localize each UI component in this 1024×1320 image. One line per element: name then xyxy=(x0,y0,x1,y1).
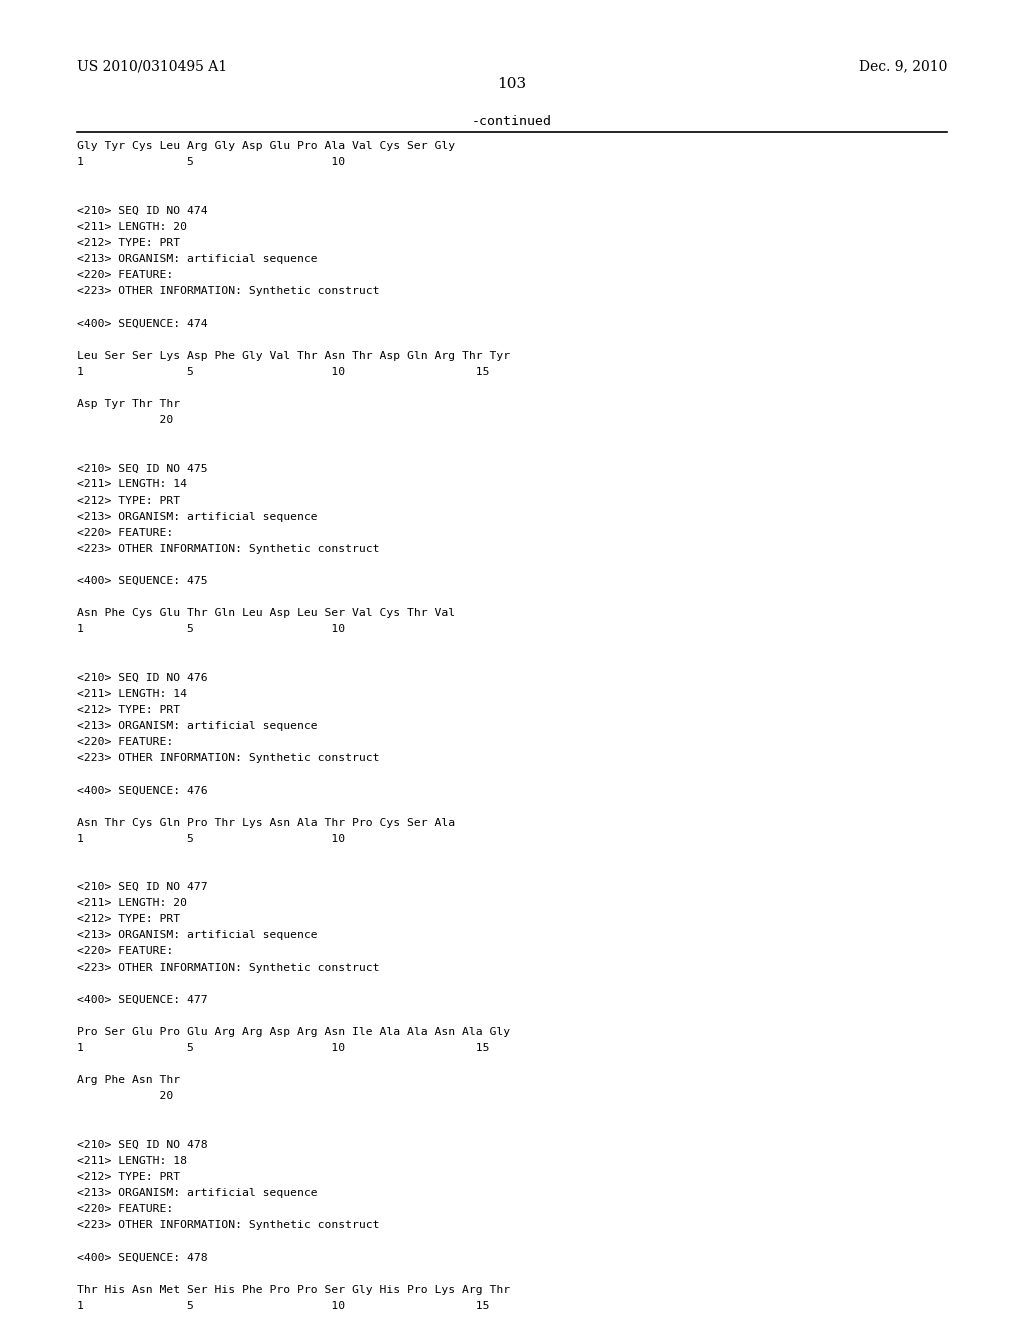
Text: <213> ORGANISM: artificial sequence: <213> ORGANISM: artificial sequence xyxy=(77,931,317,940)
Text: Leu Ser Ser Lys Asp Phe Gly Val Thr Asn Thr Asp Gln Arg Thr Tyr: Leu Ser Ser Lys Asp Phe Gly Val Thr Asn … xyxy=(77,351,510,360)
Text: <212> TYPE: PRT: <212> TYPE: PRT xyxy=(77,495,180,506)
Text: Pro Ser Glu Pro Glu Arg Arg Asp Arg Asn Ile Ala Ala Asn Ala Gly: Pro Ser Glu Pro Glu Arg Arg Asp Arg Asn … xyxy=(77,1027,510,1038)
Text: 20: 20 xyxy=(77,1092,173,1101)
Text: <210> SEQ ID NO 474: <210> SEQ ID NO 474 xyxy=(77,206,208,215)
Text: <211> LENGTH: 14: <211> LENGTH: 14 xyxy=(77,689,186,698)
Text: 1               5                    10: 1 5 10 xyxy=(77,624,345,635)
Text: <211> LENGTH: 18: <211> LENGTH: 18 xyxy=(77,1156,186,1166)
Text: <211> LENGTH: 14: <211> LENGTH: 14 xyxy=(77,479,186,490)
Text: <223> OTHER INFORMATION: Synthetic construct: <223> OTHER INFORMATION: Synthetic const… xyxy=(77,544,379,554)
Text: 1               5                    10                   15: 1 5 10 15 xyxy=(77,1300,489,1311)
Text: Asp Tyr Thr Thr: Asp Tyr Thr Thr xyxy=(77,399,180,409)
Text: <212> TYPE: PRT: <212> TYPE: PRT xyxy=(77,238,180,248)
Text: <213> ORGANISM: artificial sequence: <213> ORGANISM: artificial sequence xyxy=(77,512,317,521)
Text: <213> ORGANISM: artificial sequence: <213> ORGANISM: artificial sequence xyxy=(77,1188,317,1199)
Text: <223> OTHER INFORMATION: Synthetic construct: <223> OTHER INFORMATION: Synthetic const… xyxy=(77,286,379,296)
Text: Asn Thr Cys Gln Pro Thr Lys Asn Ala Thr Pro Cys Ser Ala: Asn Thr Cys Gln Pro Thr Lys Asn Ala Thr … xyxy=(77,817,455,828)
Text: <210> SEQ ID NO 477: <210> SEQ ID NO 477 xyxy=(77,882,208,892)
Text: <220> FEATURE:: <220> FEATURE: xyxy=(77,946,173,957)
Text: <210> SEQ ID NO 476: <210> SEQ ID NO 476 xyxy=(77,673,208,682)
Text: <213> ORGANISM: artificial sequence: <213> ORGANISM: artificial sequence xyxy=(77,721,317,731)
Text: <223> OTHER INFORMATION: Synthetic construct: <223> OTHER INFORMATION: Synthetic const… xyxy=(77,1220,379,1230)
Text: <220> FEATURE:: <220> FEATURE: xyxy=(77,528,173,537)
Text: Gly Tyr Cys Leu Arg Gly Asp Glu Pro Ala Val Cys Ser Gly: Gly Tyr Cys Leu Arg Gly Asp Glu Pro Ala … xyxy=(77,141,455,152)
Text: <210> SEQ ID NO 478: <210> SEQ ID NO 478 xyxy=(77,1139,208,1150)
Text: <213> ORGANISM: artificial sequence: <213> ORGANISM: artificial sequence xyxy=(77,253,317,264)
Text: <400> SEQUENCE: 477: <400> SEQUENCE: 477 xyxy=(77,995,208,1005)
Text: Dec. 9, 2010: Dec. 9, 2010 xyxy=(859,59,947,74)
Text: US 2010/0310495 A1: US 2010/0310495 A1 xyxy=(77,59,227,74)
Text: -continued: -continued xyxy=(472,115,552,128)
Text: 103: 103 xyxy=(498,77,526,91)
Text: Arg Phe Asn Thr: Arg Phe Asn Thr xyxy=(77,1076,180,1085)
Text: <223> OTHER INFORMATION: Synthetic construct: <223> OTHER INFORMATION: Synthetic const… xyxy=(77,754,379,763)
Text: Thr His Asn Met Ser His Phe Pro Pro Ser Gly His Pro Lys Arg Thr: Thr His Asn Met Ser His Phe Pro Pro Ser … xyxy=(77,1284,510,1295)
Text: <211> LENGTH: 20: <211> LENGTH: 20 xyxy=(77,222,186,232)
Text: 20: 20 xyxy=(77,414,173,425)
Text: <212> TYPE: PRT: <212> TYPE: PRT xyxy=(77,1172,180,1181)
Text: Asn Phe Cys Glu Thr Gln Leu Asp Leu Ser Val Cys Thr Val: Asn Phe Cys Glu Thr Gln Leu Asp Leu Ser … xyxy=(77,609,455,618)
Text: <220> FEATURE:: <220> FEATURE: xyxy=(77,271,173,280)
Text: <400> SEQUENCE: 474: <400> SEQUENCE: 474 xyxy=(77,318,208,329)
Text: <212> TYPE: PRT: <212> TYPE: PRT xyxy=(77,915,180,924)
Text: <212> TYPE: PRT: <212> TYPE: PRT xyxy=(77,705,180,715)
Text: <400> SEQUENCE: 475: <400> SEQUENCE: 475 xyxy=(77,576,208,586)
Text: <211> LENGTH: 20: <211> LENGTH: 20 xyxy=(77,898,186,908)
Text: 1               5                    10                   15: 1 5 10 15 xyxy=(77,1043,489,1053)
Text: 1               5                    10: 1 5 10 xyxy=(77,834,345,843)
Text: 1               5                    10: 1 5 10 xyxy=(77,157,345,168)
Text: <400> SEQUENCE: 478: <400> SEQUENCE: 478 xyxy=(77,1253,208,1262)
Text: <220> FEATURE:: <220> FEATURE: xyxy=(77,737,173,747)
Text: 1               5                    10                   15: 1 5 10 15 xyxy=(77,367,489,376)
Text: <220> FEATURE:: <220> FEATURE: xyxy=(77,1204,173,1214)
Text: <223> OTHER INFORMATION: Synthetic construct: <223> OTHER INFORMATION: Synthetic const… xyxy=(77,962,379,973)
Text: <400> SEQUENCE: 476: <400> SEQUENCE: 476 xyxy=(77,785,208,796)
Text: <210> SEQ ID NO 475: <210> SEQ ID NO 475 xyxy=(77,463,208,474)
